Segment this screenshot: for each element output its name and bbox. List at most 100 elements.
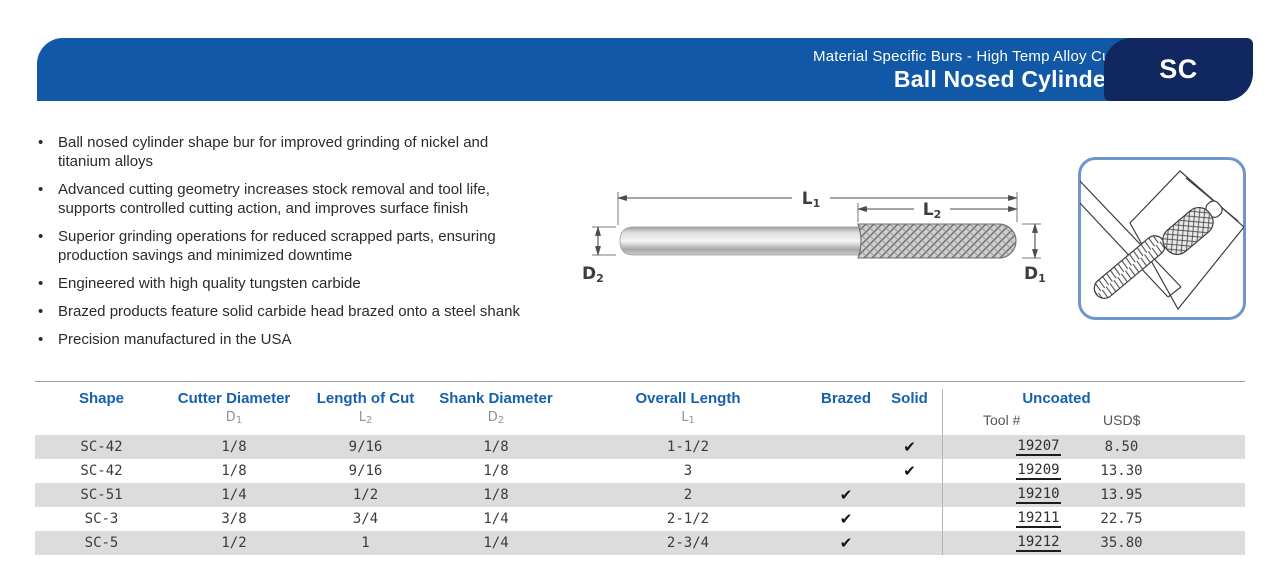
bullet-icon: • — [38, 303, 44, 320]
tool-number-link[interactable]: 19212 — [1016, 534, 1061, 552]
bur-cutting-head — [857, 223, 1017, 259]
bullet-item: • Brazed products feature solid carbide h… — [38, 302, 530, 321]
uncoated-header: Uncoated — [1022, 390, 1091, 407]
cell-tool-number: 19210 — [942, 483, 1080, 507]
cell-shape: SC-3 — [84, 511, 119, 527]
uncoated-column-group: Uncoated Tool # USD$ — [942, 389, 1245, 435]
cell-shape: SC-5 — [84, 535, 119, 551]
d1-dimension-label: D1 — [1024, 264, 1046, 285]
bullet-text: Brazed products feature solid carbide he… — [58, 303, 520, 320]
tool-number-column-header: Tool # — [983, 412, 1021, 428]
dimension-lines — [595, 195, 1038, 259]
cell-tool-number: 19209 — [942, 459, 1080, 483]
column-header-length-of-cut: Length of Cut L2 — [316, 390, 415, 426]
column-header-solid: Solid — [891, 390, 928, 407]
column-header-brazed: Brazed — [820, 390, 872, 407]
cell-price: 13.95 — [1100, 487, 1143, 503]
cell-price: 8.50 — [1104, 439, 1139, 455]
cell-shank-diameter: 1/8 — [483, 439, 509, 455]
cell-cutter-diameter: 1/8 — [221, 439, 247, 455]
cell-length-of-cut: 9/16 — [348, 439, 383, 455]
brazed-checkmark: ✔ — [839, 510, 853, 528]
bullet-text: Advanced cutting geometry increases stoc… — [58, 181, 490, 217]
cell-length-of-cut: 1 — [361, 535, 370, 551]
bullet-item: • Engineered with high quality tungsten c… — [38, 274, 530, 293]
cell-shank-diameter: 1/4 — [483, 511, 509, 527]
tool-number-link[interactable]: 19207 — [1016, 438, 1061, 456]
bullet-text: Precision manufactured in the USA — [58, 331, 292, 348]
table-row: SC-5 1/2 1 1/4 2-3/4 ✔ 19212 35.80 — [35, 531, 1245, 555]
price-column-header: USD$ — [1103, 412, 1141, 428]
solid-checkmark: ✔ — [903, 462, 916, 480]
cell-cutter-diameter: 1/2 — [221, 535, 247, 551]
cell-tool-number: 19212 — [942, 531, 1080, 555]
bullet-icon: • — [38, 331, 44, 348]
series-tab: SC — [1104, 38, 1253, 101]
bur-head-outline — [857, 223, 1017, 259]
table-row: SC-42 1/8 9/16 1/8 1-1/2 ✔ 19207 8.50 — [35, 435, 1245, 459]
cell-cutter-diameter: 3/8 — [221, 511, 247, 527]
cell-length-of-cut: 9/16 — [348, 463, 383, 479]
bullet-text: Ball nosed cylinder shape bur for improv… — [58, 134, 489, 170]
cell-shank-diameter: 1/8 — [483, 487, 509, 503]
feature-bullet-list: • Ball nosed cylinder shape bur for impro… — [38, 133, 530, 349]
table-header: Shape Cutter Diameter D1 Length of Cut L… — [35, 382, 1245, 435]
bullet-icon: • — [38, 181, 44, 198]
bullet-item: • Superior grinding operations for reduce… — [38, 227, 530, 265]
thumbnail-line-art — [1080, 170, 1244, 311]
l2-dimension-label: L2 — [923, 200, 942, 221]
cell-length-of-cut: 1/2 — [352, 487, 379, 503]
series-tab-label: SC — [1159, 54, 1198, 84]
solid-checkmark: ✔ — [903, 438, 916, 456]
brazed-checkmark: ✔ — [839, 486, 853, 504]
cell-shape: SC-51 — [80, 487, 123, 503]
column-header-overall-length: Overall Length L1 — [635, 390, 741, 426]
bullet-text: Superior grinding operations for reduced… — [58, 228, 496, 264]
header-category: Material Specific Burs - High Temp Alloy… — [813, 47, 1115, 65]
bur-shank — [619, 226, 863, 256]
tool-number-link[interactable]: 19210 — [1016, 486, 1061, 504]
table-row: SC-42 1/8 9/16 1/8 3 ✔ 19209 13.30 — [35, 459, 1245, 483]
cell-shank-diameter: 1/8 — [483, 463, 509, 479]
cell-shape: SC-42 — [80, 439, 123, 455]
table-body: SC-42 1/8 9/16 1/8 1-1/2 ✔ 19207 8.50 SC… — [35, 435, 1245, 555]
cell-price: 35.80 — [1100, 535, 1143, 551]
cell-overall-length: 3 — [683, 463, 693, 479]
dimension-diagram: L1 L2 D2 D1 — [582, 189, 1046, 285]
bullet-item: • Advanced cutting geometry increases sto… — [38, 180, 530, 218]
d2-dimension-label: D2 — [582, 264, 604, 285]
cell-overall-length: 2-3/4 — [666, 535, 710, 551]
cell-shape: SC-42 — [80, 463, 123, 479]
column-header-shape: Shape — [78, 390, 124, 407]
column-header-shank-diameter: Shank Diameter D2 — [439, 390, 553, 426]
bullet-icon: • — [38, 134, 44, 151]
cell-price: 22.75 — [1100, 511, 1143, 527]
cell-overall-length: 2 — [683, 487, 693, 503]
cell-overall-length: 2-1/2 — [666, 511, 710, 527]
cell-length-of-cut: 3/4 — [352, 511, 379, 527]
tool-number-link[interactable]: 19211 — [1016, 510, 1061, 528]
cell-cutter-diameter: 1/4 — [221, 487, 247, 503]
cell-overall-length: 1-1/2 — [666, 439, 710, 455]
application-illustration — [1078, 157, 1246, 320]
page-title: Ball Nosed Cylinder — [893, 65, 1115, 92]
bullet-icon: • — [38, 275, 44, 292]
bullet-text: Engineered with high quality tungsten ca… — [58, 275, 361, 292]
spec-table: Shape Cutter Diameter D1 Length of Cut L… — [35, 381, 1245, 555]
cell-shank-diameter: 1/4 — [483, 535, 509, 551]
column-header-cutter-diameter: Cutter Diameter D1 — [177, 390, 291, 426]
header-banner: Material Specific Burs - High Temp Alloy… — [37, 38, 1205, 101]
cell-cutter-diameter: 1/8 — [221, 463, 247, 479]
table-row: SC-3 3/8 3/4 1/4 2-1/2 ✔ 19211 22.75 — [35, 507, 1245, 531]
bullet-item: • Ball nosed cylinder shape bur for impro… — [38, 133, 530, 171]
bullet-item: • Precision manufactured in the USA — [38, 330, 530, 349]
l1-dimension-label: L1 — [802, 189, 821, 210]
cell-tool-number: 19211 — [942, 507, 1080, 531]
bullet-icon: • — [38, 228, 44, 245]
cell-price: 13.30 — [1100, 463, 1143, 479]
tool-number-link[interactable]: 19209 — [1016, 462, 1061, 480]
table-row: SC-51 1/4 1/2 1/8 2 ✔ 19210 13.95 — [35, 483, 1245, 507]
brazed-checkmark: ✔ — [839, 534, 853, 552]
cell-tool-number: 19207 — [942, 435, 1080, 459]
